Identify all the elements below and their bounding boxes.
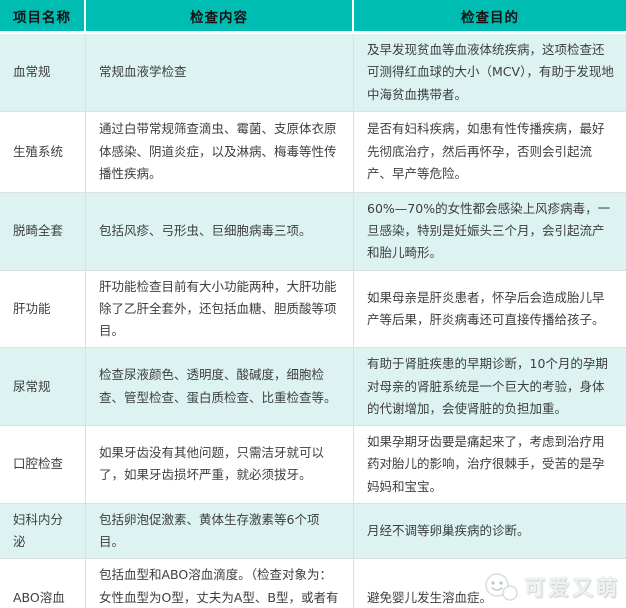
cell-project-name: 尿常规 <box>0 348 86 426</box>
cell-check-purpose: 如果母亲是肝炎患者，怀孕后会造成胎儿早产等后果，肝炎病毒还可直接传播给孩子。 <box>354 270 626 349</box>
cell-check-content: 检查尿液颜色、透明度、酸碱度，细胞检查、管型检查、蛋白质检查、比重检查等。 <box>86 348 354 426</box>
table-row: 脱畸全套 包括风疹、弓形虫、巨细胞病毒三项。 60%—70%的女性都会感染上风疹… <box>0 192 626 271</box>
header-project-name: 项目名称 <box>0 0 86 34</box>
cell-project-name: 肝功能 <box>0 270 86 349</box>
cell-project-name: 口腔检查 <box>0 426 86 504</box>
cell-project-name: 妇科内分泌 <box>0 503 86 560</box>
cell-check-purpose: 及早发现贫血等血液体统疾病，这项检查还可测得红血球的大小（MCV），有助于发现地… <box>354 34 626 112</box>
header-check-purpose: 检查目的 <box>354 0 626 34</box>
cell-project-name: 血常规 <box>0 34 86 112</box>
cell-check-purpose: 如果孕期牙齿要是痛起来了，考虑到治疗用药对胎儿的影响，治疗很棘手，受苦的是孕妈妈… <box>354 426 626 504</box>
table-row: 生殖系统 通过白带常规筛查滴虫、霉菌、支原体衣原体感染、阴道炎症，以及淋病、梅毒… <box>0 111 626 193</box>
cell-check-content: 通过白带常规筛查滴虫、霉菌、支原体衣原体感染、阴道炎症，以及淋病、梅毒等性传播性… <box>86 111 354 193</box>
header-check-content: 检查内容 <box>86 0 354 34</box>
cell-project-name: 脱畸全套 <box>0 192 86 271</box>
cell-check-content: 包括卵泡促激素、黄体生存激素等6个项目。 <box>86 503 354 560</box>
table-row: 妇科内分泌 包括卵泡促激素、黄体生存激素等6个项目。 月经不调等卵巢疾病的诊断。 <box>0 503 626 560</box>
cell-check-content: 肝功能检查目前有大小功能两种，大肝功能除了乙肝全套外，还包括血糖、胆质酸等项目。 <box>86 270 354 349</box>
cell-check-content: 常规血液学检查 <box>86 34 354 112</box>
cell-check-content: 包括血型和ABO溶血滴度。（检查对象为：女性血型为O型，丈夫为A型、B型，或者有… <box>86 559 354 608</box>
table-row: 尿常规 检查尿液颜色、透明度、酸碱度，细胞检查、管型检查、蛋白质检查、比重检查等… <box>0 348 626 426</box>
table-header-row: 项目名称 检查内容 检查目的 <box>0 0 626 34</box>
cell-check-content: 如果牙齿没有其他问题，只需洁牙就可以了，如果牙齿损坏严重，就必须拔牙。 <box>86 426 354 504</box>
table-row: ABO溶血 包括血型和ABO溶血滴度。（检查对象为：女性血型为O型，丈夫为A型、… <box>0 559 626 608</box>
table-row: 口腔检查 如果牙齿没有其他问题，只需洁牙就可以了，如果牙齿损坏严重，就必须拔牙。… <box>0 426 626 504</box>
table-row: 血常规 常规血液学检查 及早发现贫血等血液体统疾病，这项检查还可测得红血球的大小… <box>0 34 626 112</box>
cell-check-purpose: 避免婴儿发生溶血症。 <box>354 559 626 608</box>
cell-check-purpose: 有助于肾脏疾患的早期诊断，10个月的孕期对母亲的肾脏系统是一个巨大的考验，身体的… <box>354 348 626 426</box>
table-row: 肝功能 肝功能检查目前有大小功能两种，大肝功能除了乙肝全套外，还包括血糖、胆质酸… <box>0 270 626 349</box>
cell-project-name: 生殖系统 <box>0 111 86 193</box>
cell-project-name: ABO溶血 <box>0 559 86 608</box>
cell-check-purpose: 60%—70%的女性都会感染上风疹病毒，一旦感染，特别是妊娠头三个月，会引起流产… <box>354 192 626 271</box>
cell-check-purpose: 是否有妇科疾病，如患有性传播疾病，最好先彻底治疗，然后再怀孕，否则会引起流产、早… <box>354 111 626 193</box>
cell-check-purpose: 月经不调等卵巢疾病的诊断。 <box>354 503 626 560</box>
cell-check-content: 包括风疹、弓形虫、巨细胞病毒三项。 <box>86 192 354 271</box>
